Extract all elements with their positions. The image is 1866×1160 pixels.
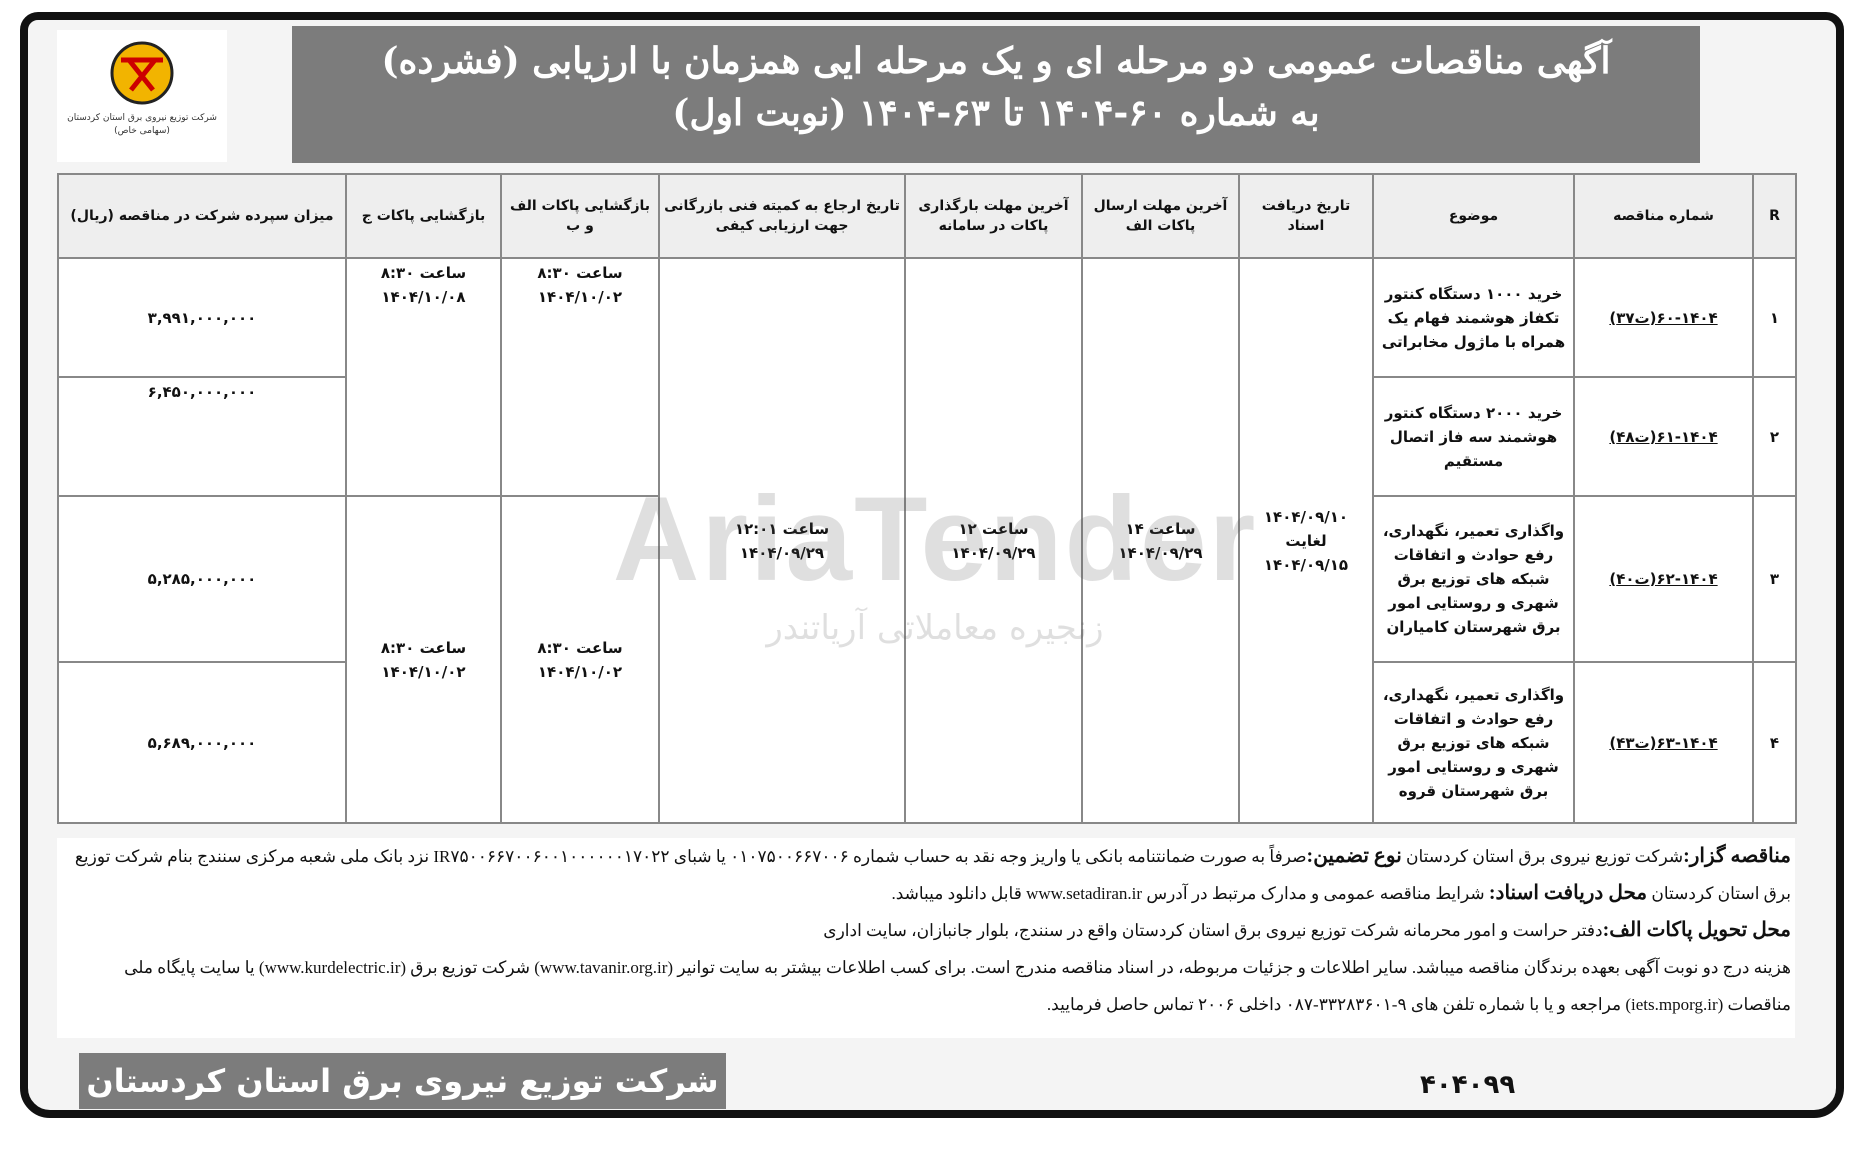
col-header: موضوع bbox=[1372, 173, 1575, 259]
row-index: ۴ bbox=[1752, 661, 1797, 824]
open-c-date: ۱۴۰۴/۱۰/۰۲ bbox=[381, 662, 466, 681]
col-header: R bbox=[1752, 173, 1797, 259]
footer-company-name: شرکت توزیع نیروی برق استان کردستان bbox=[79, 1053, 726, 1109]
col-header: آخرین مهلت بارگذاری پاکات در سامانه bbox=[904, 173, 1083, 259]
deposit-amount: ۳,۹۹۱,۰۰۰,۰۰۰ bbox=[57, 257, 347, 378]
deposit-amount: ۵,۶۸۹,۰۰۰,۰۰۰ bbox=[57, 661, 347, 824]
open-ab-time: ساعت ۸:۳۰ bbox=[537, 638, 623, 657]
paragraph-delivery: محل تحویل پاکات الف:دفتر حراست و امور مح… bbox=[61, 912, 1791, 949]
upload-date: ۱۴۰۴/۰۹/۲۹ bbox=[951, 543, 1036, 562]
tender-table: R شماره مناقصه موضوع تاریخ دریافت اسناد … bbox=[57, 173, 1797, 824]
col-header: شماره مناقصه bbox=[1573, 173, 1754, 259]
paragraph-notes: هزینه درج دو نوبت آگهی بعهده برندگان منا… bbox=[124, 958, 1791, 1014]
receive-to: ۱۴۰۴/۰۹/۱۵ bbox=[1263, 555, 1349, 574]
tender-number: ۶۲-۱۴۰۴(ت۴۰) bbox=[1573, 495, 1754, 663]
open-ab-cell: ساعت ۸:۳۰ ۱۴۰۴/۱۰/۰۲ bbox=[500, 495, 660, 824]
deposit-amount: ۶,۴۵۰,۰۰۰,۰۰۰ bbox=[57, 376, 347, 497]
ad-title-banner: آگهی مناقصات عمومی دو مرحله ای و یک مرحل… bbox=[292, 26, 1700, 163]
ad-subtitle: به شماره ۶۰-۱۴۰۴ تا ۶۳-۱۴۰۴ (نوبت اول) bbox=[672, 92, 1320, 134]
delivery-text: دفتر حراست و امور محرمانه شرکت توزیع نیر… bbox=[823, 921, 1603, 940]
label-delivery-location: محل تحویل پاکات الف: bbox=[1602, 919, 1791, 941]
tender-details-text: مناقصه گزار:شرکت توزیع نیروی برق استان ک… bbox=[57, 838, 1795, 1038]
send-a-deadline-cell: ساعت ۱۴ ۱۴۰۴/۰۹/۲۹ bbox=[1081, 257, 1240, 824]
open-c-cell: ساعت ۸:۳۰ ۱۴۰۴/۱۰/۰۲ bbox=[345, 495, 502, 824]
open-ab-cell: ساعت ۸:۳۰ ۱۴۰۴/۱۰/۰۲ bbox=[500, 257, 660, 497]
col-header: تاریخ دریافت اسناد bbox=[1238, 173, 1374, 259]
receive-from: ۱۴۰۴/۰۹/۱۰ bbox=[1263, 507, 1349, 526]
open-c-date: ۱۴۰۴/۱۰/۰۸ bbox=[381, 288, 466, 306]
row-index: ۱ bbox=[1752, 257, 1797, 378]
label-documents-location: محل دریافت اسناد: bbox=[1488, 882, 1648, 904]
deposit-amount: ۵,۲۸۵,۰۰۰,۰۰۰ bbox=[57, 495, 347, 663]
open-c-time: ساعت ۸:۳۰ bbox=[380, 264, 467, 282]
tender-number: ۶۱-۱۴۰۴(ت۴۸) bbox=[1573, 376, 1754, 497]
documents-text: شرایط مناقصه عمومی و مدارک مرتبط در آدرس… bbox=[891, 884, 1489, 903]
row-index: ۲ bbox=[1752, 376, 1797, 497]
open-c-cell: ساعت ۸:۳۰ ۱۴۰۴/۱۰/۰۸ bbox=[345, 257, 502, 497]
open-c-time: ساعت ۸:۳۰ bbox=[380, 638, 467, 657]
col-header: بازگشایی پاکات الف و ب bbox=[500, 173, 660, 259]
table-row: ۳ ۶۲-۱۴۰۴(ت۴۰) واگذاری تعمیر، نگهداری، ر… bbox=[57, 495, 1797, 824]
electric-company-logo-icon bbox=[110, 41, 174, 105]
row-index: ۳ bbox=[1752, 495, 1797, 663]
send-a-date: ۱۴۰۴/۰۹/۲۹ bbox=[1118, 543, 1203, 562]
label-guarantee-type: نوع تضمین: bbox=[1306, 845, 1402, 867]
open-ab-date: ۱۴۰۴/۱۰/۰۲ bbox=[537, 662, 623, 681]
company-logo: شرکت توزیع نیروی برق استان کردستان (سهام… bbox=[57, 30, 227, 162]
guarantee-text: صرفاً به صورت ضمانتنامه بانکی یا واریز و… bbox=[74, 847, 1791, 903]
receive-date-cell: ۱۴۰۴/۰۹/۱۰ لغایت ۱۴۰۴/۰۹/۱۵ bbox=[1238, 257, 1374, 824]
tender-subject: خرید ۲۰۰۰ دستگاه کنتور هوشمند سه فاز اتص… bbox=[1372, 376, 1575, 497]
upload-deadline-cell: ساعت ۱۲ ۱۴۰۴/۰۹/۲۹ bbox=[904, 257, 1083, 824]
col-header: آخرین مهلت ارسال پاکات الف bbox=[1081, 173, 1240, 259]
receive-until: لغایت bbox=[1285, 531, 1327, 550]
tender-subject: خرید ۱۰۰۰ دستگاه کنتور تکفاز هوشمند فهام… bbox=[1372, 257, 1575, 378]
tender-number: ۶۳-۱۴۰۴(ت۴۳) bbox=[1573, 661, 1754, 824]
tender-subject: واگذاری تعمیر، نگهداری، رفع حوادث و اتفا… bbox=[1372, 495, 1575, 663]
logo-caption: شرکت توزیع نیروی برق استان کردستان (سهام… bbox=[67, 113, 217, 136]
table-row: ۱ ۶۰-۱۴۰۴(ت۳۷) خرید ۱۰۰۰ دستگاه کنتور تک… bbox=[57, 257, 1797, 824]
upload-time: ساعت ۱۲ bbox=[958, 519, 1029, 538]
table-header-row: R شماره مناقصه موضوع تاریخ دریافت اسناد … bbox=[57, 173, 1797, 259]
ad-title: آگهی مناقصات عمومی دو مرحله ای و یک مرحل… bbox=[381, 40, 1611, 82]
open-ab-date: ۱۴۰۴/۱۰/۰۲ bbox=[537, 288, 623, 306]
open-ab-time: ساعت ۸:۳۰ bbox=[537, 264, 623, 282]
send-a-time: ساعت ۱۴ bbox=[1125, 519, 1196, 538]
col-header: تاریخ ارجاع به کمیته فنی بازرگانی جهت ار… bbox=[658, 173, 906, 259]
refer-date: ۱۴۰۴/۰۹/۲۹ bbox=[739, 543, 825, 562]
paragraph-tenderer: مناقصه گزار:شرکت توزیع نیروی برق استان ک… bbox=[61, 838, 1791, 912]
label-tenderer: مناقصه گزار: bbox=[1683, 845, 1791, 867]
refer-date-cell: ساعت ۱۲:۰۱ ۱۴۰۴/۰۹/۲۹ bbox=[658, 257, 906, 824]
col-header: میزان سپرده شرکت در مناقصه (ریال) bbox=[57, 173, 347, 259]
table-row: ۴ ۶۳-۱۴۰۴(ت۴۳) واگذاری تعمیر، نگهداری، ر… bbox=[57, 661, 1797, 824]
ad-code: ۴۰۴۰۹۹ bbox=[1420, 1070, 1516, 1100]
tenderer-text: شرکت توزیع نیروی برق استان کردستان bbox=[1401, 847, 1684, 866]
tender-number: ۶۰-۱۴۰۴(ت۳۷) bbox=[1573, 257, 1754, 378]
tender-subject: واگذاری تعمیر، نگهداری، رفع حوادث و اتفا… bbox=[1372, 661, 1575, 824]
table-row: ۲ ۶۱-۱۴۰۴(ت۴۸) خرید ۲۰۰۰ دستگاه کنتور هو… bbox=[57, 376, 1797, 497]
refer-time: ساعت ۱۲:۰۱ bbox=[734, 519, 830, 538]
col-header: بازگشایی پاکات ج bbox=[345, 173, 502, 259]
